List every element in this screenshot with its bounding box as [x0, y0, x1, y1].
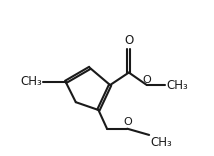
Text: CH₃: CH₃ — [150, 136, 172, 149]
Text: CH₃: CH₃ — [167, 78, 189, 92]
Text: O: O — [143, 75, 152, 85]
Text: O: O — [123, 117, 132, 127]
Text: CH₃: CH₃ — [20, 75, 42, 88]
Text: O: O — [124, 34, 134, 47]
